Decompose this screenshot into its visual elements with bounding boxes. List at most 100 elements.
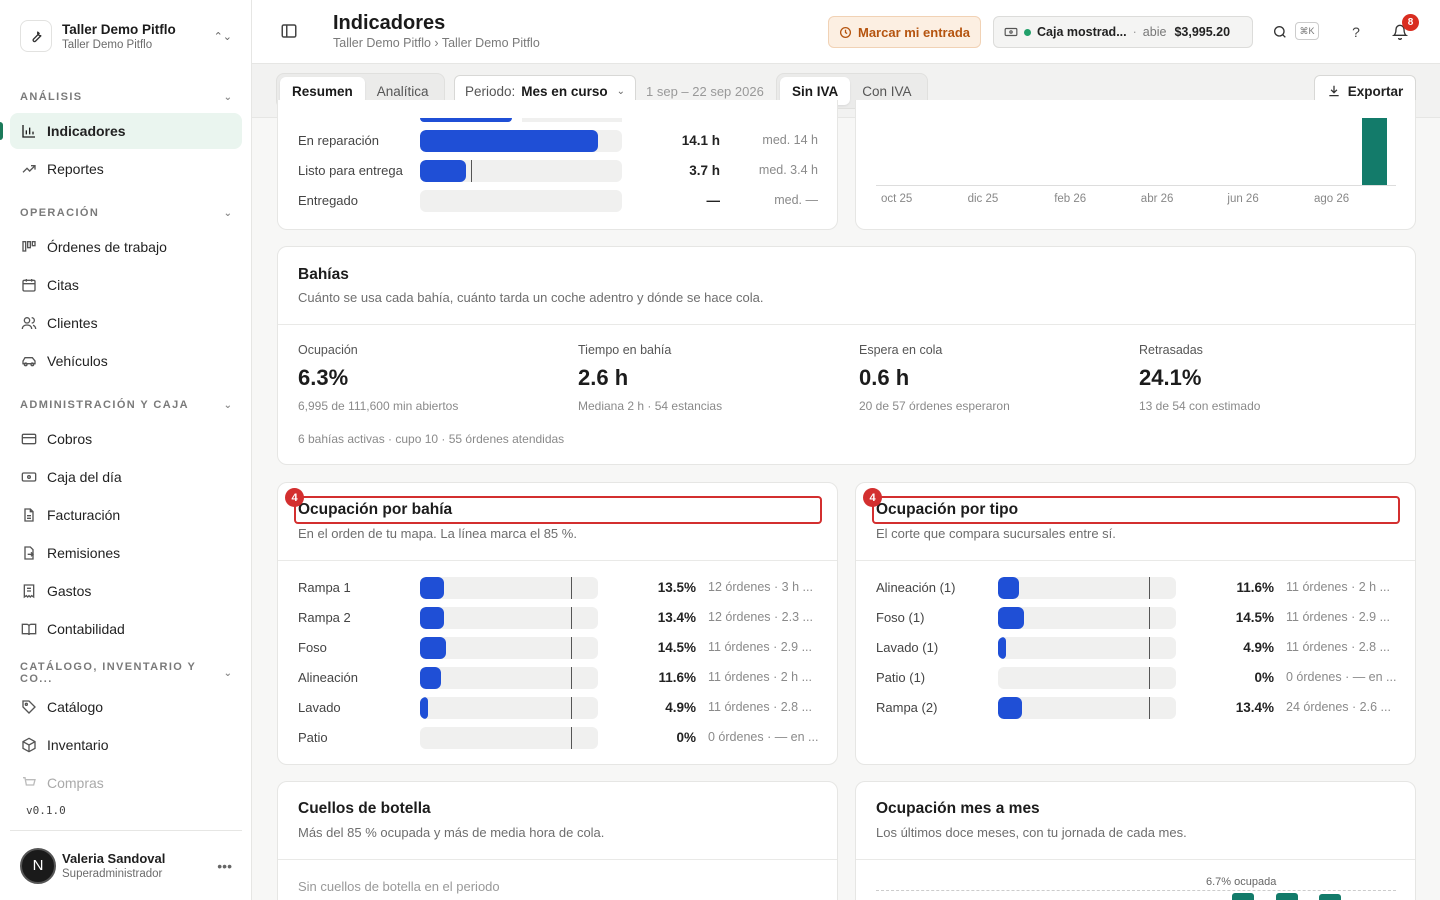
kanban-icon [20,239,37,256]
sidebar-item-cobros[interactable]: Cobros [10,421,242,457]
search-icon[interactable] [1270,22,1290,42]
sidebar-item-inventario[interactable]: Inventario [10,727,242,763]
bar-value: 0% [1254,670,1274,685]
bar-meta: 11 órdenes · 2 h ... [708,670,812,684]
bottlenecks-subtitle: Más del 85 % ocupada y más de media hora… [298,825,605,840]
monthly-bar [1232,893,1254,900]
status-meta: med. 3.4 h [758,163,818,177]
bar-row: Rampa 1 13.5% 12 órdenes · 3 h ... [298,577,818,599]
status-track [420,190,622,212]
occupancy-by-type-subtitle: El corte que compara sucursales entre sí… [876,526,1116,541]
kpi-label: Ocupación [298,343,358,357]
bar-fill [998,637,1006,659]
sidebar-item-gastos[interactable]: Gastos [10,573,242,609]
car-icon [20,353,37,370]
sidebar-item-compras[interactable]: Compras [10,765,242,801]
sidebar-item-ordenes[interactable]: Órdenes de trabajo [10,229,242,265]
bar-fill [420,577,444,599]
bar-row: Alineación 11.6% 11 órdenes · 2 h ... [298,667,818,689]
bar-value: 13.5% [657,580,696,595]
kpi-value: 2.6 h [578,365,629,390]
tag-icon [20,699,37,716]
partial-track [522,118,622,122]
status-dot [1024,28,1031,36]
status-row: Listo para entrega 3.7 h med. 3.4 h [298,160,818,182]
x-tick-label: abr 26 [1140,193,1174,205]
bar-label: Rampa 1 [298,580,351,595]
bar-row: Lavado 4.9% 11 órdenes · 2.8 ... [298,697,818,719]
sidebar-item-label: Catálogo [47,699,104,715]
box-icon [20,737,37,754]
user-role: Superadministrador [62,868,163,880]
section-catalogo[interactable]: CATÁLOGO, INVENTARIO Y CO... ⌄ [10,659,242,687]
clock-in-label: Marcar mi entrada [858,24,970,40]
partial-bar [420,118,512,122]
bar-value: 13.4% [1235,700,1274,715]
kpi-retrasadas: Retrasadas 24.1% 13 de 54 con estimado [1139,343,1399,413]
clock-in-button[interactable]: Marcar mi entrada [828,16,981,48]
bar-row: Alineación (1) 11.6% 11 órdenes · 2 h ... [876,577,1396,599]
sidebar-item-caja[interactable]: Caja del día [10,459,242,495]
bar-track [420,607,598,629]
bar-label: Rampa (2) [876,700,938,715]
user-menu[interactable]: N Valeria Sandoval Superadministrador ••… [10,830,242,900]
section-label: ADMINISTRACIÓN Y CAJA [20,399,189,411]
bays-card: Bahías Cuánto se usa cada bahía, cuánto … [277,246,1416,465]
kpi-value: 24.1% [1139,365,1202,390]
workspace-switcher[interactable]: Taller Demo Pitflo Taller Demo Pitflo ⌃⌄ [10,10,242,62]
sidebar-item-contabilidad[interactable]: Contabilidad [10,611,242,647]
chevron-updown-icon: ⌃⌄ [213,30,232,43]
more-icon[interactable]: ••• [217,857,232,874]
sidebar-item-vehiculos[interactable]: Vehículos [10,343,242,379]
bar-fill [998,577,1019,599]
sidebar-item-remisiones[interactable]: Remisiones [10,535,242,571]
separator: · [1132,25,1137,39]
file-text-icon [20,507,37,524]
sidebar-toggle-icon[interactable] [280,22,300,42]
tab-analitica[interactable]: Analítica [376,83,429,99]
bar-meta: 0 órdenes · — en ... [708,730,819,744]
kpi-espera-cola: Espera en cola 0.6 h 20 de 57 órdenes es… [859,343,1119,413]
trend-card: oct 25 dic 25 feb 26 abr 26 jun 26 ago 26 [855,100,1416,230]
bar-track [998,637,1176,659]
sidebar-item-label: Inventario [47,737,109,753]
sidebar-item-label: Caja del día [47,469,122,485]
x-tick-label: ago 26 [1314,193,1350,205]
bar-meta: 12 órdenes · 3 h ... [708,580,813,594]
sidebar-item-citas[interactable]: Citas [10,267,242,303]
sidebar-item-indicadores[interactable]: Indicadores [10,113,242,149]
bar-track [420,727,598,749]
sidebar-item-label: Reportes [47,161,104,177]
section-analisis[interactable]: ANÁLISIS ⌄ [10,83,242,111]
bar-label: Alineación (1) [876,580,956,595]
occupancy-by-bay-card: Ocupación por bahía En el orden de tu ma… [277,482,838,765]
bar-row: Foso 14.5% 11 órdenes · 2.9 ... [298,637,818,659]
topbar: Indicadores Taller Demo Pitflo › Taller … [252,0,1440,64]
help-icon[interactable]: ? [1352,24,1360,40]
bar-track [998,667,1176,689]
app-version: v0.1.0 [26,804,66,817]
sidebar-item-catalogo[interactable]: Catálogo [10,689,242,725]
bar-fill [420,637,446,659]
threshold-line [571,607,572,629]
bar-value: 4.9% [665,700,696,715]
sidebar-item-reportes[interactable]: Reportes [10,151,242,187]
bell-icon[interactable] [1390,22,1410,42]
kpi-tiempo-bahia: Tiempo en bahía 2.6 h Mediana 2 h · 54 e… [578,343,838,413]
cash-register-selector[interactable]: Caja mostrad... · abie $3,995.20 [993,16,1253,48]
section-administracion[interactable]: ADMINISTRACIÓN Y CAJA ⌄ [10,391,242,419]
bays-title: Bahías [298,266,349,283]
sidebar-item-clientes[interactable]: Clientes [10,305,242,341]
bar-label: Lavado (1) [876,640,939,655]
sidebar-item-label: Compras [47,775,104,791]
bottlenecks-title: Cuellos de botella [298,800,431,817]
tab-con-iva[interactable]: Con IVA [862,83,912,99]
cash-status: abie [1142,25,1167,39]
sidebar-item-facturacion[interactable]: Facturación [10,497,242,533]
bar-track [420,637,598,659]
section-operacion[interactable]: OPERACIÓN ⌄ [10,199,242,227]
bar-fill [998,697,1022,719]
cash-icon [1004,25,1018,39]
bar-row: Lavado (1) 4.9% 11 órdenes · 2.8 ... [876,637,1396,659]
active-indicator [0,122,3,140]
